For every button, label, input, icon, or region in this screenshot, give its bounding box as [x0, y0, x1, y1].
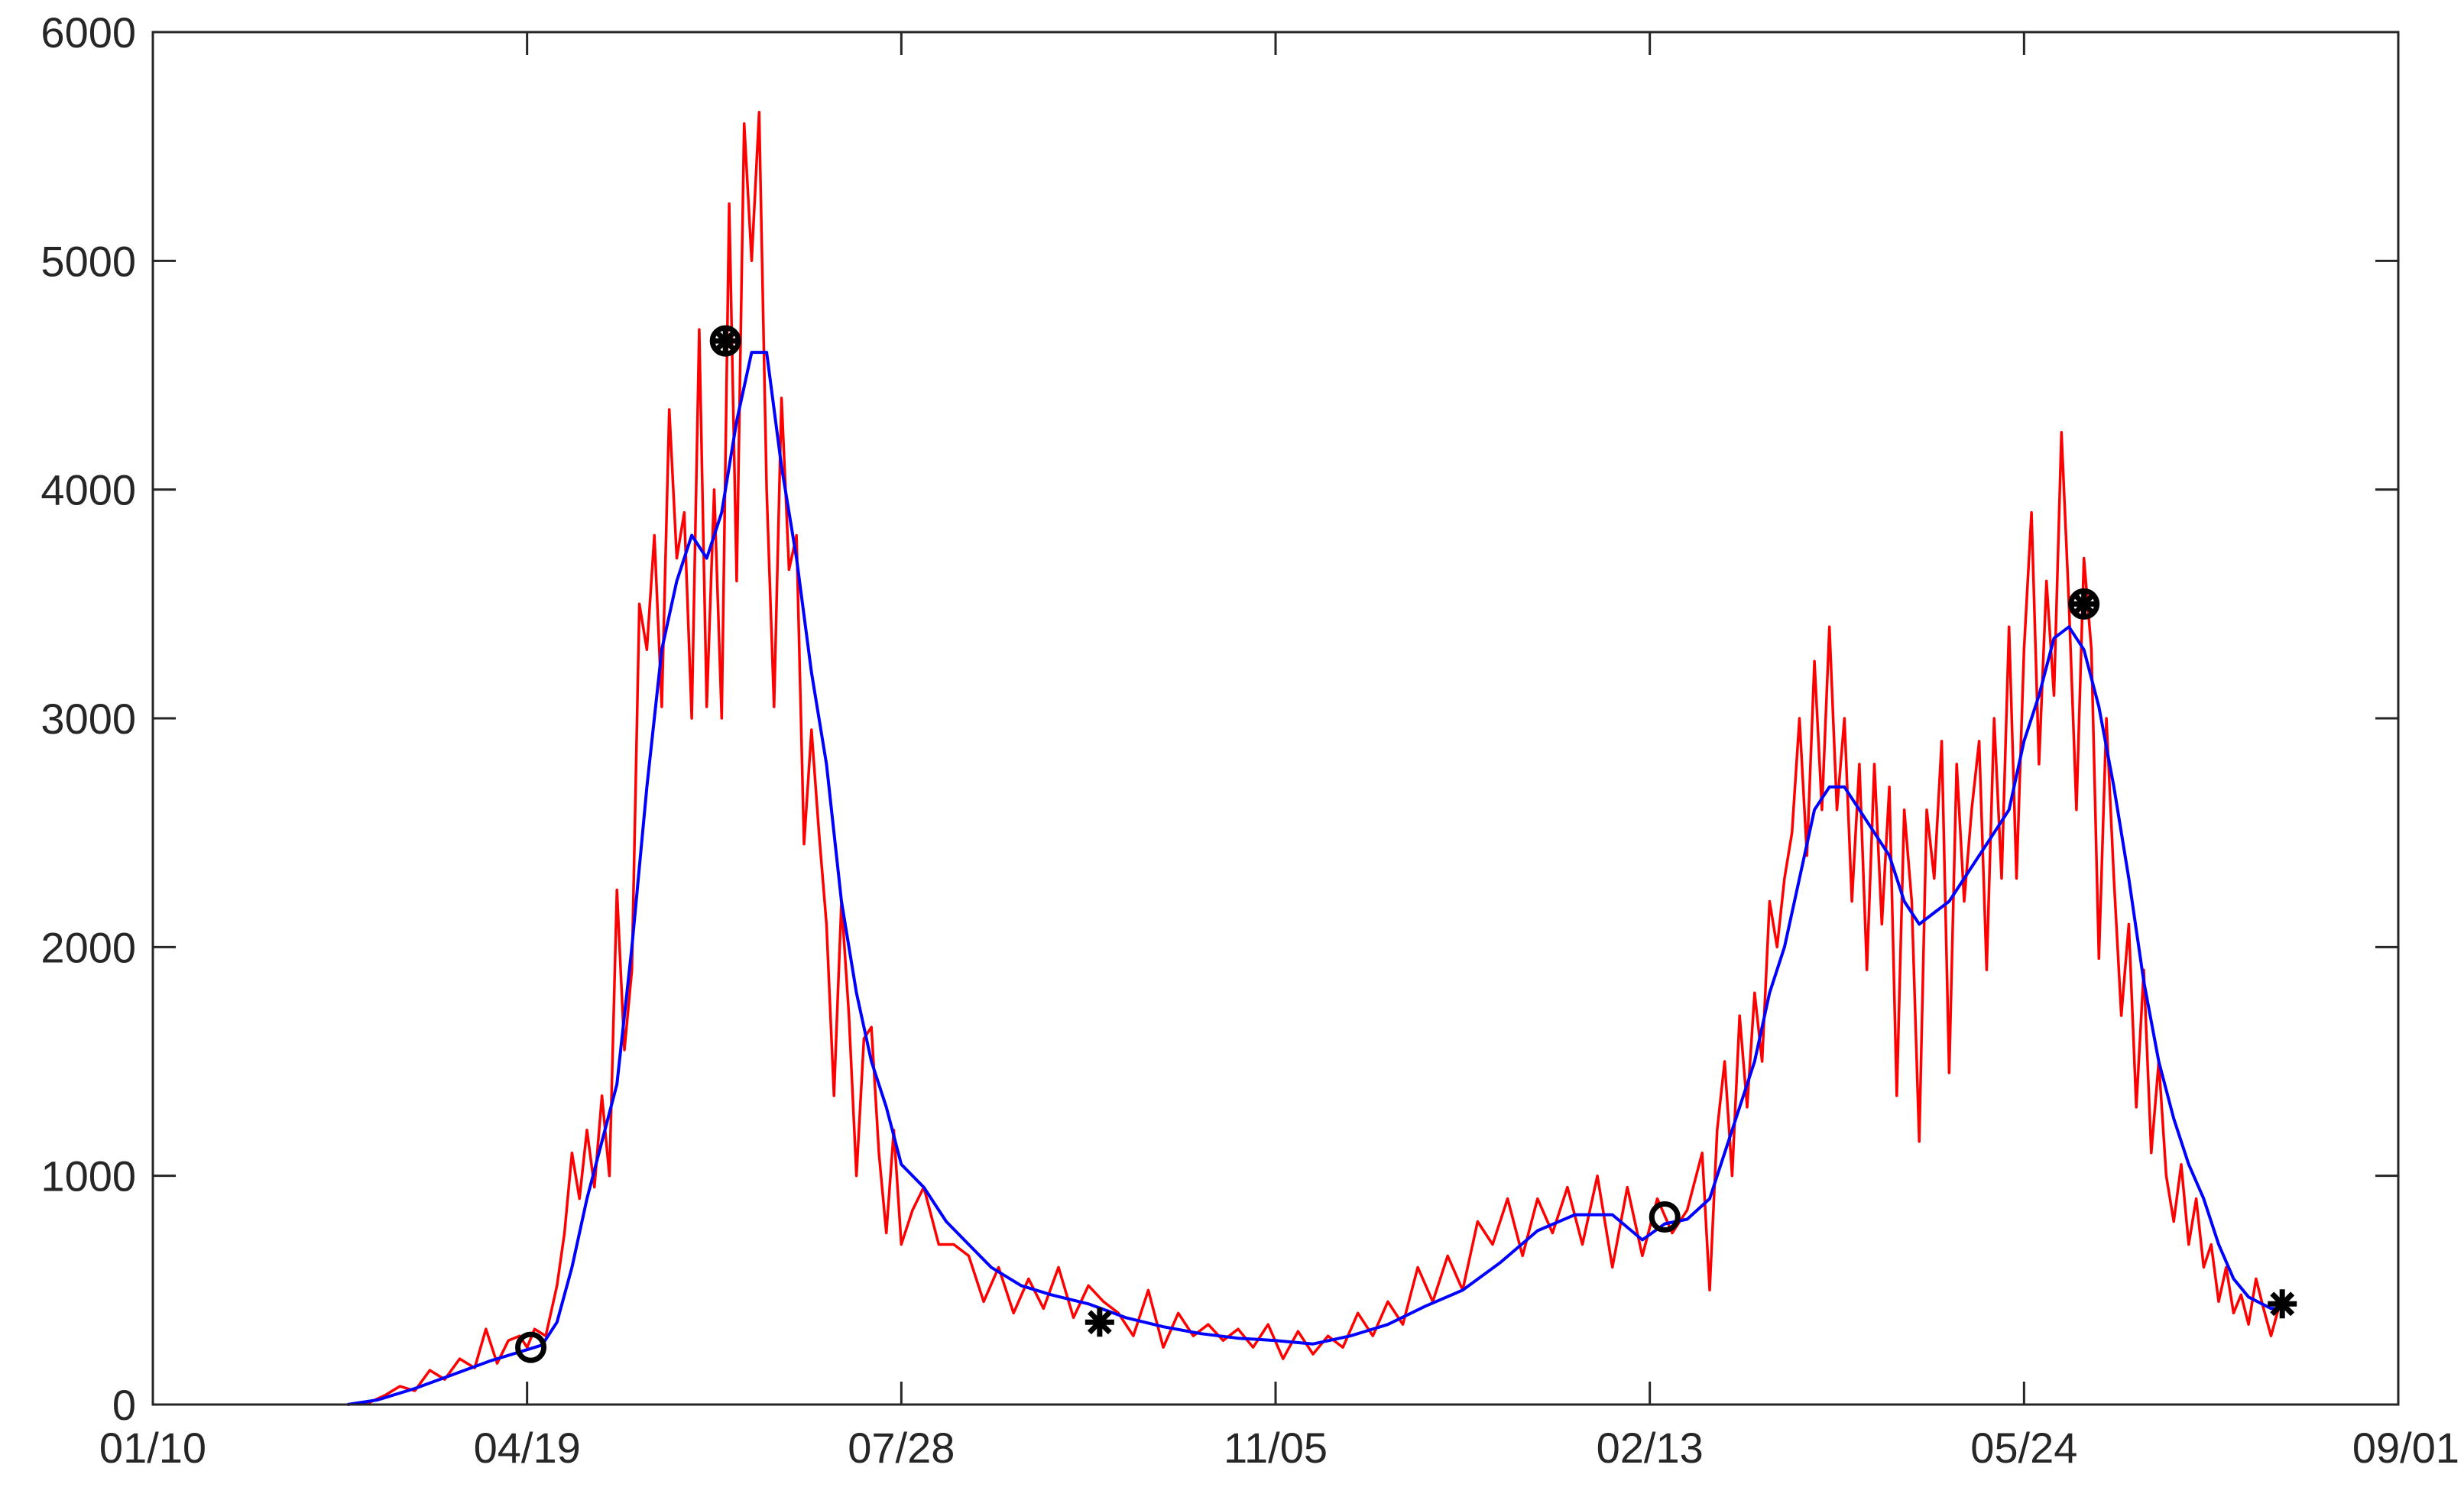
series-line-daily [347, 111, 2280, 1406]
y-tick-label: 4000 [41, 466, 136, 514]
asterisk-marker [2268, 1289, 2297, 1319]
x-tick-label: 05/24 [1970, 1424, 2077, 1472]
y-tick-label: 1000 [41, 1152, 136, 1201]
x-tick-label: 04/19 [474, 1424, 581, 1472]
x-tick-label: 01/10 [99, 1424, 206, 1472]
y-tick-label: 6000 [41, 8, 136, 57]
asterisk-marker [1084, 1307, 1114, 1337]
circle-asterisk-marker [2068, 588, 2100, 620]
x-tick-label: 09/01 [2352, 1424, 2459, 1472]
y-tick-label: 3000 [41, 695, 136, 743]
circle-asterisk-marker [709, 325, 741, 357]
series-line-smoothed [347, 351, 2279, 1406]
axes-layer [151, 31, 2400, 1406]
x-tick-label: 02/13 [1597, 1424, 1704, 1472]
circle-marker [515, 1331, 547, 1363]
circle-marker [1649, 1201, 1681, 1233]
axes-box [151, 31, 2400, 1406]
series-layer [347, 111, 2280, 1406]
x-tick-label: 11/05 [1224, 1424, 1328, 1472]
y-tick-label: 0 [112, 1381, 136, 1429]
x-tick-label: 07/28 [848, 1424, 955, 1472]
tick-layer: 0 1000 2000 3000 4000 5000 6000 01/10 04/19 07/28… [41, 8, 2459, 1472]
y-tick-label: 5000 [41, 237, 136, 285]
marker-layer [515, 325, 2297, 1363]
y-tick-label: 2000 [41, 923, 136, 971]
